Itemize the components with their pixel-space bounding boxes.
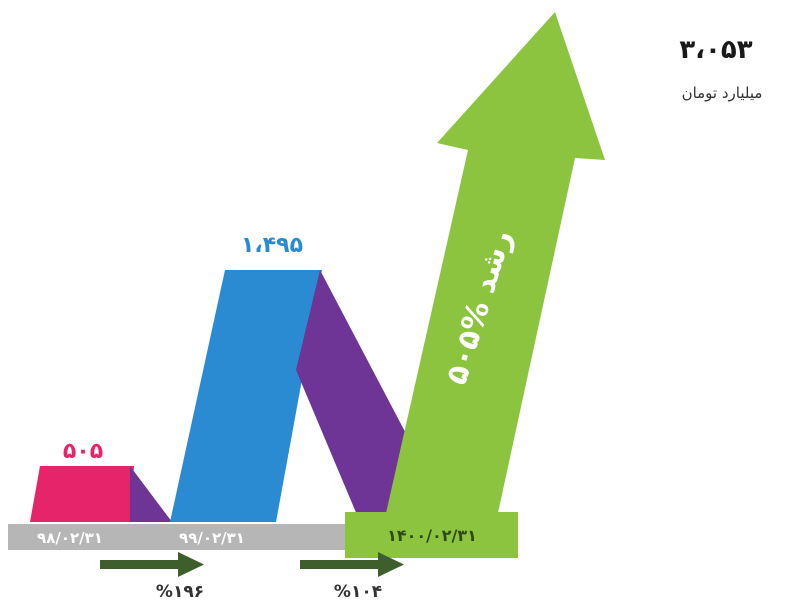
date-label-1400: ۱۴۰۰/۰۲/۳۱	[387, 526, 477, 545]
growth-label-1: %۱۹۶	[156, 582, 204, 602]
bar-1400	[384, 12, 605, 522]
growth-arrow-1	[100, 552, 204, 577]
unit-label: میلیارد تومان	[682, 84, 763, 102]
value-label-1400: ۳،۰۵۳	[679, 35, 752, 65]
date-box-1400	[345, 512, 518, 558]
bar-98	[30, 466, 134, 522]
connector-99-1400-b	[296, 270, 412, 522]
date-label-99: ۹۹/۰۲/۳۱	[179, 529, 245, 547]
bar-99	[170, 270, 322, 522]
baseline-bar	[8, 524, 348, 550]
value-label-98: ۵۰۵	[63, 439, 103, 464]
value-label-99: ۱،۴۹۵	[241, 233, 303, 258]
date-label-98: ۹۸/۰۲/۳۱	[37, 529, 103, 547]
growth-label-2: %۱۰۴	[334, 582, 382, 602]
connector-98-99	[130, 466, 172, 522]
growth-arrow-2	[300, 552, 404, 577]
